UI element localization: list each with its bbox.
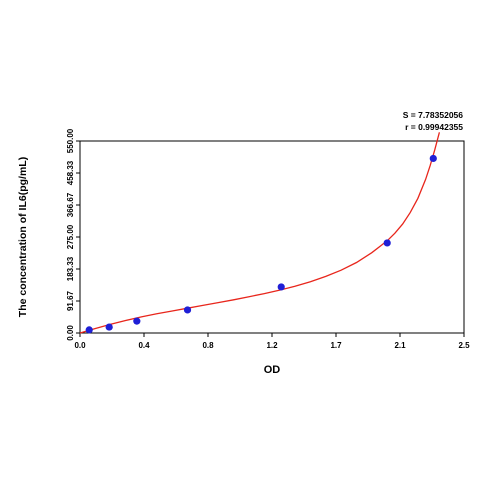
data-point <box>277 283 285 291</box>
plot-area <box>79 140 465 334</box>
plot-frame <box>79 140 465 334</box>
x-tick-label: 2.1 <box>394 341 406 350</box>
x-tick-label: 1.7 <box>330 341 342 350</box>
y-axis-title: The concentration of IL6(pg/mL) <box>17 157 29 317</box>
x-tick-label: 1.2 <box>266 341 278 350</box>
x-tick-label: 0.8 <box>202 341 214 350</box>
x-tick-label: 2.5 <box>458 341 470 350</box>
data-point <box>85 326 93 334</box>
y-tick-label: 366.67 <box>66 192 75 217</box>
stat-s-value: S = 7.78352056 <box>403 110 464 120</box>
y-tick-label: 91.67 <box>66 290 75 311</box>
x-tick-label: 0.0 <box>74 341 86 350</box>
y-axis: 0.00 91.67 183.33 275.00 366.67 458.33 550.00 <box>66 128 80 341</box>
fit-curve <box>79 132 441 334</box>
data-point <box>183 306 192 314</box>
data-point <box>105 323 113 331</box>
stat-r-value: r = 0.99942355 <box>405 122 463 132</box>
x-axis: 0.0 0.4 0.8 1.2 1.7 2.1 2.5 <box>74 333 470 350</box>
x-tick-label: 0.4 <box>138 341 150 350</box>
y-tick-label: 0.00 <box>66 325 75 341</box>
data-points-layer <box>85 154 437 334</box>
y-tick-label: 550.00 <box>66 128 75 153</box>
y-tick-label: 275.00 <box>66 224 75 249</box>
fit-curve-layer <box>79 132 441 334</box>
data-point <box>429 154 437 163</box>
data-point <box>383 239 391 247</box>
x-axis-title: OD <box>264 364 281 376</box>
data-point <box>133 317 141 325</box>
y-tick-label: 458.33 <box>66 160 75 185</box>
y-tick-label: 183.33 <box>66 256 75 281</box>
